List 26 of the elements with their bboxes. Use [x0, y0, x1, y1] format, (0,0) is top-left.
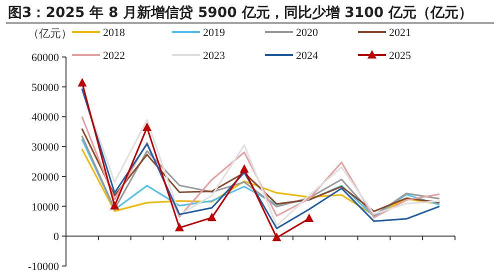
legend-label: 2018 — [103, 27, 126, 39]
legend-label: 2024 — [296, 50, 318, 62]
legend-label: 2019 — [203, 27, 226, 39]
legend-label: 2023 — [203, 50, 226, 62]
point — [240, 164, 249, 173]
legend-label: 2022 — [103, 50, 125, 62]
legend-label: 2021 — [389, 27, 411, 39]
y-tick-label: 10000 — [32, 201, 60, 214]
y-tick-label: 60000 — [32, 52, 60, 64]
y-tick-label: 0 — [54, 231, 60, 244]
y-tick-label: 50000 — [32, 82, 60, 94]
point — [174, 222, 184, 232]
point — [142, 122, 152, 131]
point — [207, 212, 216, 222]
y-tick-label: 20000 — [32, 171, 60, 184]
point — [110, 200, 120, 210]
chart-title: 图3：2025 年 8 月新增信贷 5900 亿元，同比少增 3100 亿元（亿元） — [8, 4, 472, 21]
point — [272, 232, 282, 242]
y-axis-title: （亿元） — [28, 27, 72, 40]
y-tick-label: -10000 — [28, 261, 60, 273]
point — [78, 78, 87, 86]
legend-label: 2025 — [389, 50, 412, 62]
y-tick-label: 30000 — [32, 142, 60, 154]
y-tick-label: 40000 — [32, 112, 60, 124]
point — [304, 214, 314, 222]
legend-label: 2020 — [296, 27, 318, 39]
